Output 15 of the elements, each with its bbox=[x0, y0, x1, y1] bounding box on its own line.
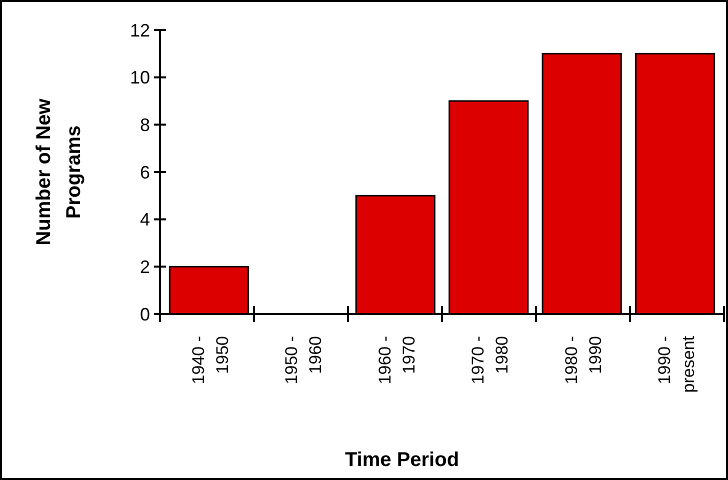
y-tick-label: 2 bbox=[140, 256, 150, 277]
x-tick-label: 1970 - 1980 bbox=[468, 336, 512, 384]
y-tick-label: 10 bbox=[130, 68, 150, 88]
y-tick-label: 0 bbox=[140, 304, 150, 324]
x-axis-title: Time Period bbox=[344, 449, 460, 471]
y-axis-title: Number of New Programs bbox=[33, 98, 85, 246]
x-tick-label: 1960 - 1970 bbox=[375, 336, 418, 384]
y-tick-label: 4 bbox=[140, 210, 150, 230]
y-tick-label: 8 bbox=[140, 114, 150, 135]
y-tick-label: 12 bbox=[130, 20, 150, 40]
x-tick-label: 1940 - 1950 bbox=[188, 336, 232, 384]
x-tick-label: 1950 - 1960 bbox=[282, 336, 326, 384]
x-tick-label: 1990 - present bbox=[655, 336, 698, 393]
y-tick-label: 6 bbox=[140, 162, 150, 182]
x-tick-label: 1980 - 1990 bbox=[562, 336, 605, 384]
